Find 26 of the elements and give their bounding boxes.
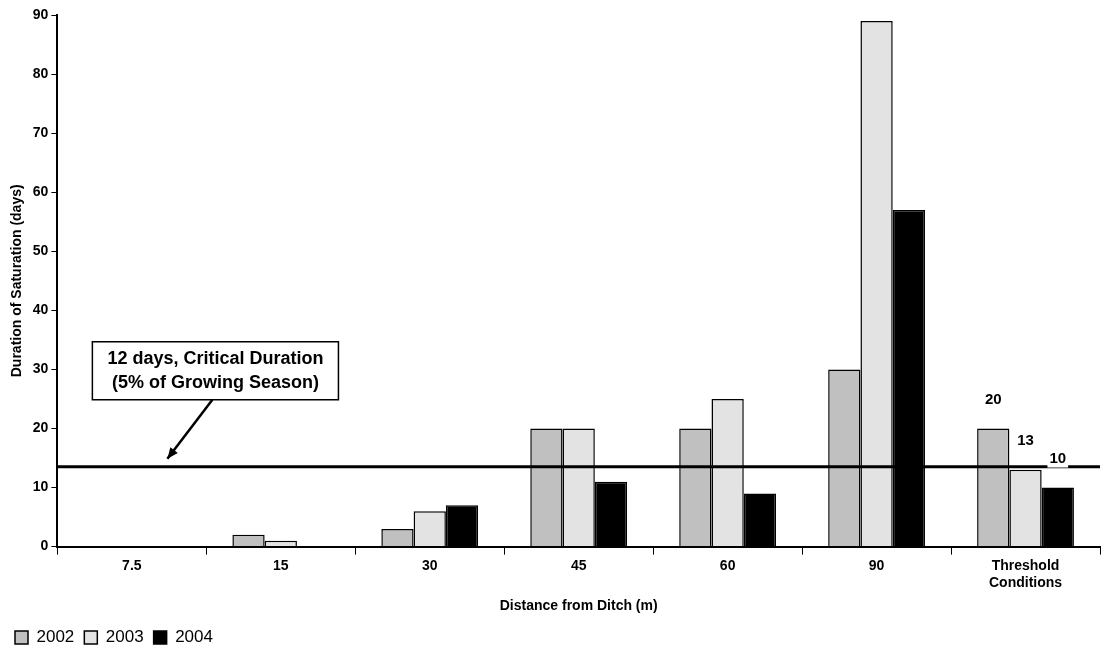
x-tick-label: 7.5 <box>122 556 142 573</box>
y-tick-label: 80 <box>32 64 49 81</box>
y-tick-label: 70 <box>32 123 49 140</box>
y-axis-title: Duration of Saturation (days) <box>8 184 25 378</box>
x-tick-label: 90 <box>868 556 885 573</box>
data-label: 20 <box>984 390 1002 408</box>
data-label: 13 <box>1017 431 1034 449</box>
x-axis-title: Distance from Ditch (m) <box>499 597 658 614</box>
legend-label: 2002 <box>36 627 75 647</box>
ref-line-label: 12 days, Critical Duration (5% of Growing Season) <box>107 347 324 392</box>
y-tick-label: 40 <box>32 301 49 318</box>
x-tick-label: Threshold Conditions <box>988 556 1063 590</box>
x-tick-label: 15 <box>273 556 289 573</box>
x-tick-label: 30 <box>421 556 438 573</box>
y-tick-label: 90 <box>32 5 49 22</box>
y-tick-label: 60 <box>32 183 49 200</box>
legend-label: 2003 <box>105 627 144 647</box>
y-tick-label: 50 <box>32 242 49 259</box>
y-tick-label: 10 <box>32 478 49 495</box>
y-tick-label: 0 <box>40 537 49 554</box>
y-tick-label: 30 <box>32 360 49 377</box>
x-tick-label: 60 <box>719 556 736 573</box>
data-label: 10 <box>1049 449 1067 467</box>
y-tick-label: 20 <box>32 419 49 436</box>
x-tick-label: 45 <box>570 556 587 573</box>
legend-label: 2004 <box>175 627 213 647</box>
